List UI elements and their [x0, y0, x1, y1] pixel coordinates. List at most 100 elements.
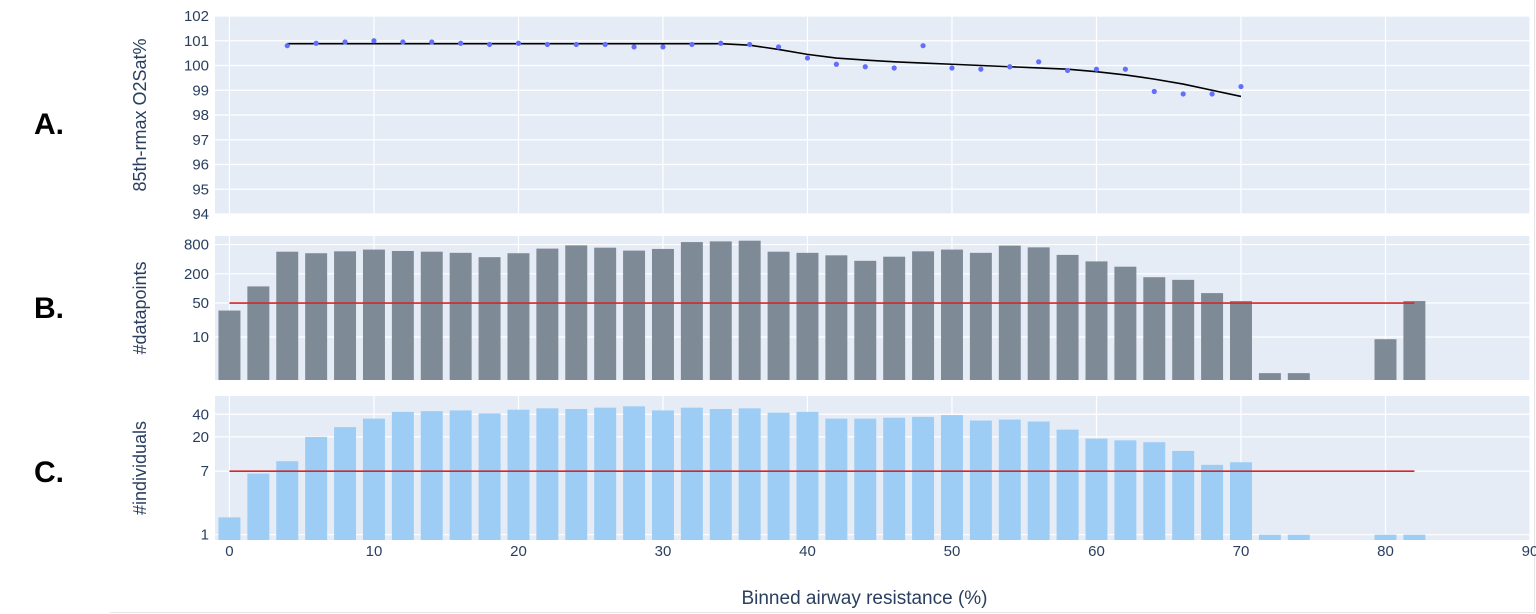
- bar: [623, 406, 646, 540]
- bar: [507, 253, 530, 380]
- x-tick-label: 10: [366, 543, 383, 560]
- bar: [420, 411, 443, 540]
- data-point: [804, 55, 811, 61]
- bar: [334, 427, 357, 540]
- bar: [998, 245, 1021, 380]
- data-point: [1036, 59, 1042, 65]
- bar: [1403, 534, 1426, 540]
- y-tick-label: 97: [192, 132, 209, 149]
- bar: [536, 248, 559, 380]
- y-tick-label: 95: [192, 181, 209, 198]
- bar: [796, 252, 819, 380]
- data-point: [342, 39, 348, 45]
- data-point: [458, 40, 464, 46]
- bar: [247, 286, 270, 380]
- y-tick-label: 200: [184, 266, 209, 283]
- data-point: [1093, 66, 1100, 72]
- bar: [1027, 247, 1050, 380]
- data-point: [486, 41, 493, 48]
- data-point: [1064, 67, 1071, 74]
- bar: [420, 251, 443, 380]
- x-tick-label: 30: [655, 543, 672, 560]
- bar: [1085, 438, 1108, 540]
- data-point: [371, 38, 377, 44]
- data-point: [1209, 91, 1215, 97]
- figure-frame: [110, 0, 1535, 613]
- fit-line: [287, 42, 1242, 98]
- data-point: [920, 43, 926, 49]
- y-tick-label: 99: [192, 82, 209, 99]
- panel-a: 94 95 96 97 98 99 100 101 102 85th-rmax O2Sat%: [130, 8, 1531, 223]
- x-axis-title: Binned airway resistance (%): [741, 588, 987, 609]
- data-point: [515, 40, 522, 46]
- bar: [854, 260, 877, 380]
- x-tick-label: 0: [225, 543, 233, 560]
- data-point: [400, 39, 406, 45]
- bar: [969, 420, 992, 540]
- bar: [449, 410, 472, 540]
- bar: [1374, 339, 1397, 380]
- bar: [391, 250, 414, 380]
- bar: [247, 473, 270, 540]
- bar: [218, 517, 241, 540]
- data-point: [1180, 91, 1186, 97]
- bar: [391, 411, 414, 540]
- x-tick-label: 70: [1233, 543, 1250, 560]
- x-tick-label: 20: [510, 543, 527, 560]
- bar: [623, 250, 646, 380]
- data-point: [631, 44, 637, 50]
- bar: [1114, 266, 1137, 380]
- bar: [1201, 464, 1224, 540]
- x-tick-label: 60: [1088, 543, 1105, 560]
- bar: [883, 417, 906, 540]
- data-point: [1238, 83, 1244, 90]
- y-tick-label: 800: [184, 237, 209, 254]
- x-tick-label: 40: [799, 543, 816, 560]
- bar: [680, 407, 703, 540]
- bar: [478, 257, 501, 380]
- y-tick-label: 101: [184, 33, 209, 50]
- bar: [912, 416, 935, 540]
- y-tick-label: 1: [201, 527, 209, 544]
- x-tick-label: 80: [1377, 543, 1394, 560]
- data-point: [978, 66, 984, 72]
- bar: [362, 249, 385, 380]
- panel-label-a: A.: [34, 108, 64, 141]
- data-point: [747, 41, 753, 48]
- y-tick-label: 94: [192, 206, 209, 223]
- bar: [709, 409, 732, 540]
- y-tick-label: 40: [192, 406, 209, 423]
- bar: [912, 251, 935, 380]
- bar: [276, 251, 299, 380]
- data-point: [1122, 66, 1128, 72]
- y-axis-title: 85th-rmax O2Sat%: [130, 38, 150, 191]
- y-tick-label: 100: [184, 58, 209, 75]
- data-point: [949, 65, 955, 71]
- bar: [565, 245, 588, 380]
- panel-c: 1 7 20 40 #individuals: [130, 396, 1531, 544]
- bar: [362, 418, 385, 540]
- bar: [883, 256, 906, 380]
- bar: [1258, 373, 1281, 380]
- bar: [218, 310, 241, 380]
- bar: [594, 247, 617, 380]
- bar: [1056, 254, 1079, 380]
- panel-label-b: B.: [34, 292, 64, 325]
- bar: [796, 411, 819, 540]
- bar: [854, 418, 877, 540]
- bar: [1230, 462, 1252, 540]
- x-tick-label: 90: [1522, 543, 1536, 560]
- data-point: [862, 64, 868, 70]
- data-point: [573, 41, 579, 48]
- data-point: [284, 43, 290, 49]
- bar: [1201, 293, 1224, 380]
- bar: [998, 419, 1021, 540]
- bar: [825, 255, 848, 380]
- bar: [1374, 534, 1397, 540]
- bar: [767, 251, 790, 380]
- y-tick-label: 98: [192, 107, 209, 124]
- data-point: [429, 39, 435, 45]
- data-point: [660, 44, 666, 50]
- bar: [738, 408, 761, 540]
